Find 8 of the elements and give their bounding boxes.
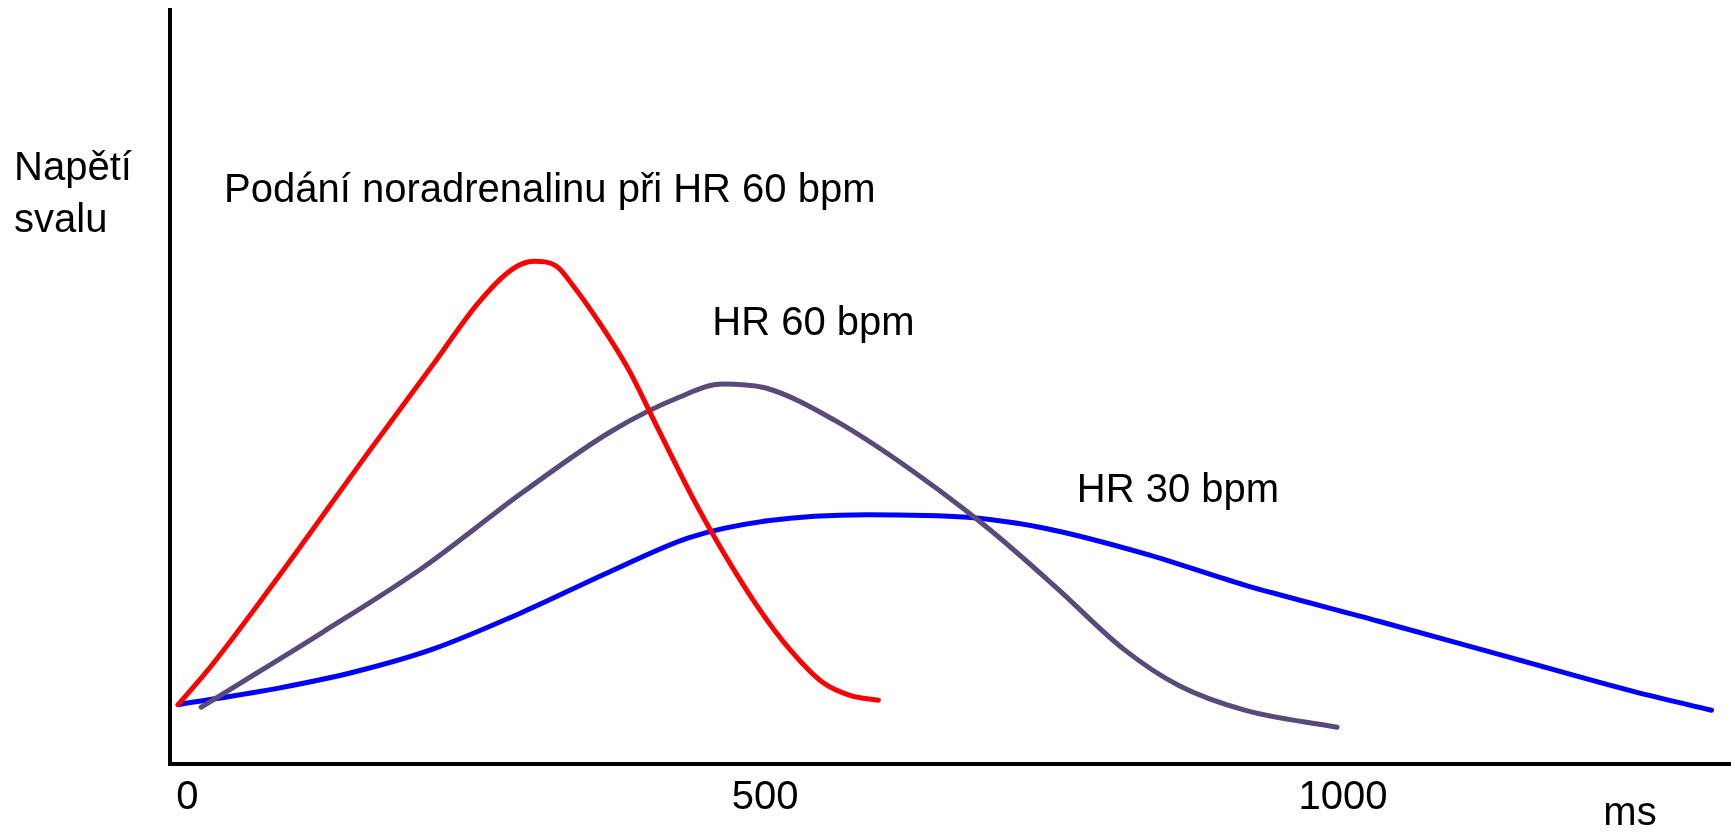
y-axis-title: Napětí svalu <box>14 143 133 242</box>
series-label: HR 30 bpm <box>1076 465 1280 510</box>
x-axis-title: ms <box>1603 789 1657 832</box>
x-tick-label: 0 <box>176 773 199 818</box>
x-tick-label: 1000 <box>1298 773 1388 818</box>
series-label: Podání noradrenalinu při HR 60 bpm <box>224 166 876 211</box>
x-tick-label: 500 <box>731 773 799 818</box>
series-label: HR 60 bpm <box>712 299 915 344</box>
